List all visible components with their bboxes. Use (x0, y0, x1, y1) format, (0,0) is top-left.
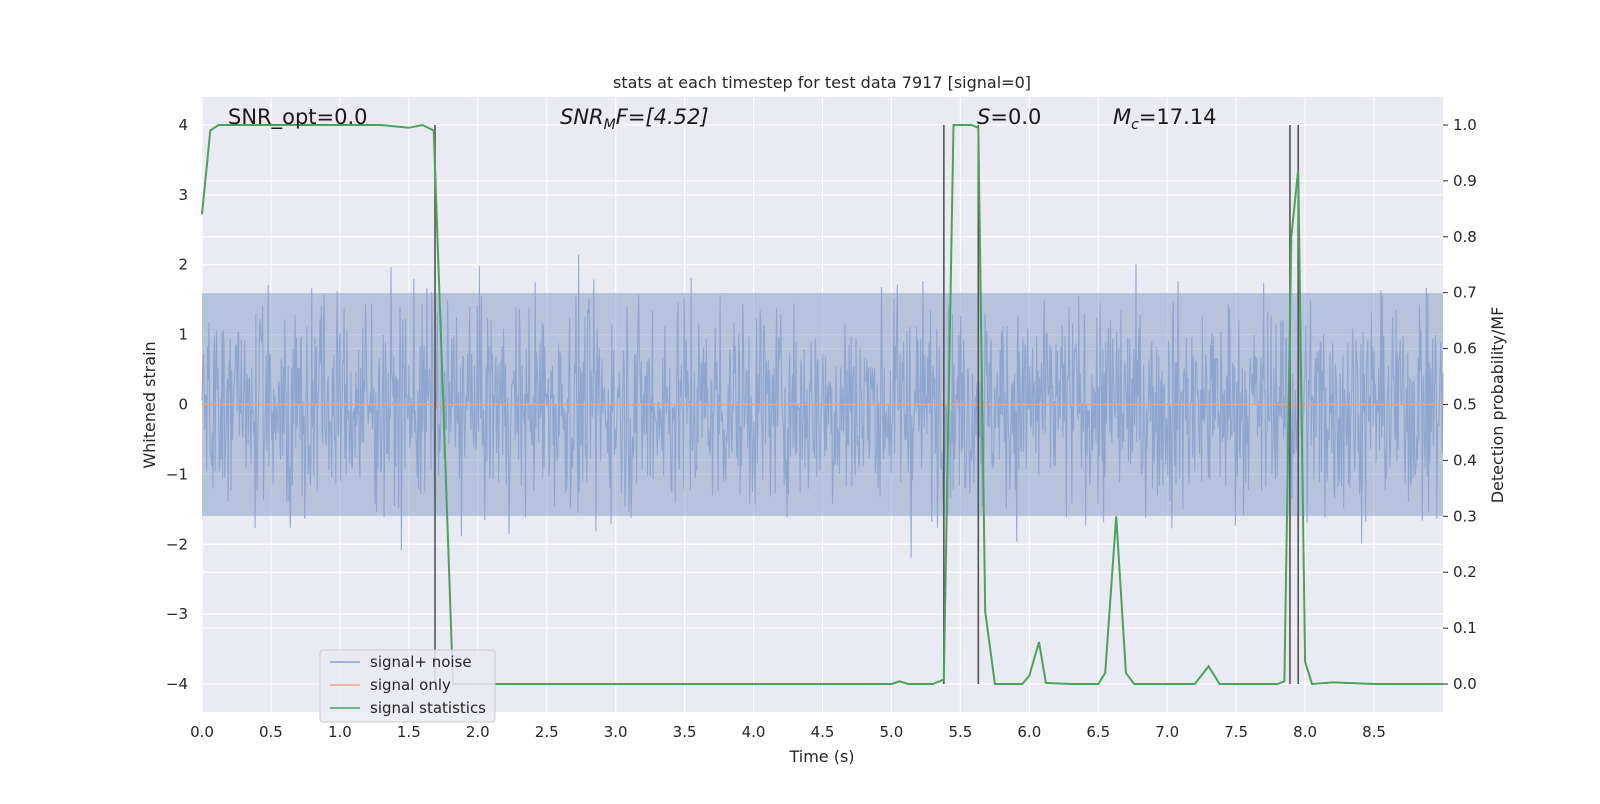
y-right-tick-label: 0.4 (1453, 451, 1477, 469)
legend-label-statistics: signal statistics (370, 699, 486, 717)
snr-mf-prefix: SNR (560, 105, 604, 129)
s-value: =0.0 (990, 105, 1041, 129)
annotation-snr-opt: SNR_opt=0.0 (228, 105, 368, 130)
y-right-tick-label: 0.9 (1453, 172, 1477, 190)
x-tick-label: 0.5 (259, 723, 283, 741)
x-tick-label: 8.0 (1293, 723, 1317, 741)
x-tick-label: 7.5 (1224, 723, 1248, 741)
mc-italic: M (1113, 105, 1131, 129)
x-tick-label: 4.5 (811, 723, 835, 741)
x-tick-label: 7.0 (1155, 723, 1179, 741)
x-tick-label: 6.0 (1017, 723, 1041, 741)
legend-label-signal-only: signal only (370, 676, 451, 694)
x-tick-label: 2.5 (535, 723, 559, 741)
y-left-tick-label: 3 (178, 186, 188, 204)
legend-label-noise: signal+ noise (370, 653, 472, 671)
snr-mf-sub: M (604, 117, 616, 133)
y-left-tick-label: 4 (178, 116, 188, 134)
y-left-tick-label: 0 (178, 396, 188, 414)
snr-mf-suffix: F=[4.52] (616, 105, 709, 129)
x-tick-label: 2.0 (466, 723, 490, 741)
vertical-marker-lines (434, 124, 1300, 685)
y-left-tick-label: 2 (178, 256, 188, 274)
x-tick-label: 3.0 (604, 723, 628, 741)
x-tick-label: 8.5 (1362, 723, 1386, 741)
y-right-tick-label: 0.2 (1453, 563, 1477, 581)
x-axis-label: Time (s) (788, 747, 854, 766)
y-left-tick-label: −3 (166, 605, 188, 623)
y-right-tick-label: 0.7 (1453, 284, 1477, 302)
y-right-tick-label: 0.1 (1453, 619, 1477, 637)
x-tick-label: 0.0 (190, 723, 214, 741)
x-axis-ticks: 0.0 0.5 1.0 1.5 2.0 2.5 3.0 3.5 4.0 4.5 5.0 5.5 6.0 6… (190, 723, 1386, 741)
y-right-tick-label: 1.0 (1453, 116, 1477, 134)
x-tick-label: 5.5 (948, 723, 972, 741)
legend-box (319, 649, 496, 723)
x-tick-label: 1.0 (328, 723, 352, 741)
y-left-tick-label: 1 (178, 326, 188, 344)
legend: signal+ noise signal only signal statist… (319, 649, 496, 723)
x-tick-label: 1.5 (397, 723, 421, 741)
signal-statistics-series (201, 123, 1443, 686)
y-left-tick-label: −2 (166, 535, 188, 553)
x-tick-label: 6.5 (1086, 723, 1110, 741)
x-tick-label: 3.5 (673, 723, 697, 741)
annotation-mc: Mc=17.14 (1113, 105, 1217, 133)
x-tick-label: 5.0 (880, 723, 904, 741)
annotation-snr-mf: SNRMF=[4.52] (560, 105, 709, 133)
s-italic: S (977, 105, 990, 129)
signal-statistics-line (201, 123, 1443, 686)
y-right-tick-label: 0.5 (1453, 396, 1477, 414)
mc-sub: c (1131, 117, 1139, 133)
y-left-tick-label: −1 (166, 465, 188, 483)
y-left-tick-label: −4 (166, 675, 188, 693)
y-right-tick-label: 0.8 (1453, 228, 1477, 246)
chart-title: stats at each timestep for test data 791… (613, 73, 1031, 92)
y-right-axis-ticks: 0.0 0.1 0.2 0.3 0.4 0.5 0.6 0.7 0.8 0.9 1.0 (1443, 116, 1477, 693)
annotation-s: S=0.0 (977, 105, 1041, 129)
y-left-axis-label: Whitened strain (140, 341, 159, 468)
noise-series (201, 254, 1444, 558)
y-right-axis-label: Detection probability/MF (1488, 307, 1507, 504)
y-left-axis-ticks: −4 −3 −2 −1 0 1 2 3 4 (166, 116, 188, 693)
mc-value: =17.14 (1139, 105, 1217, 129)
y-right-tick-label: 0.6 (1453, 340, 1477, 358)
x-tick-label: 4.0 (742, 723, 766, 741)
y-right-tick-label: 0.3 (1453, 507, 1477, 525)
y-right-tick-label: 0.0 (1453, 675, 1477, 693)
